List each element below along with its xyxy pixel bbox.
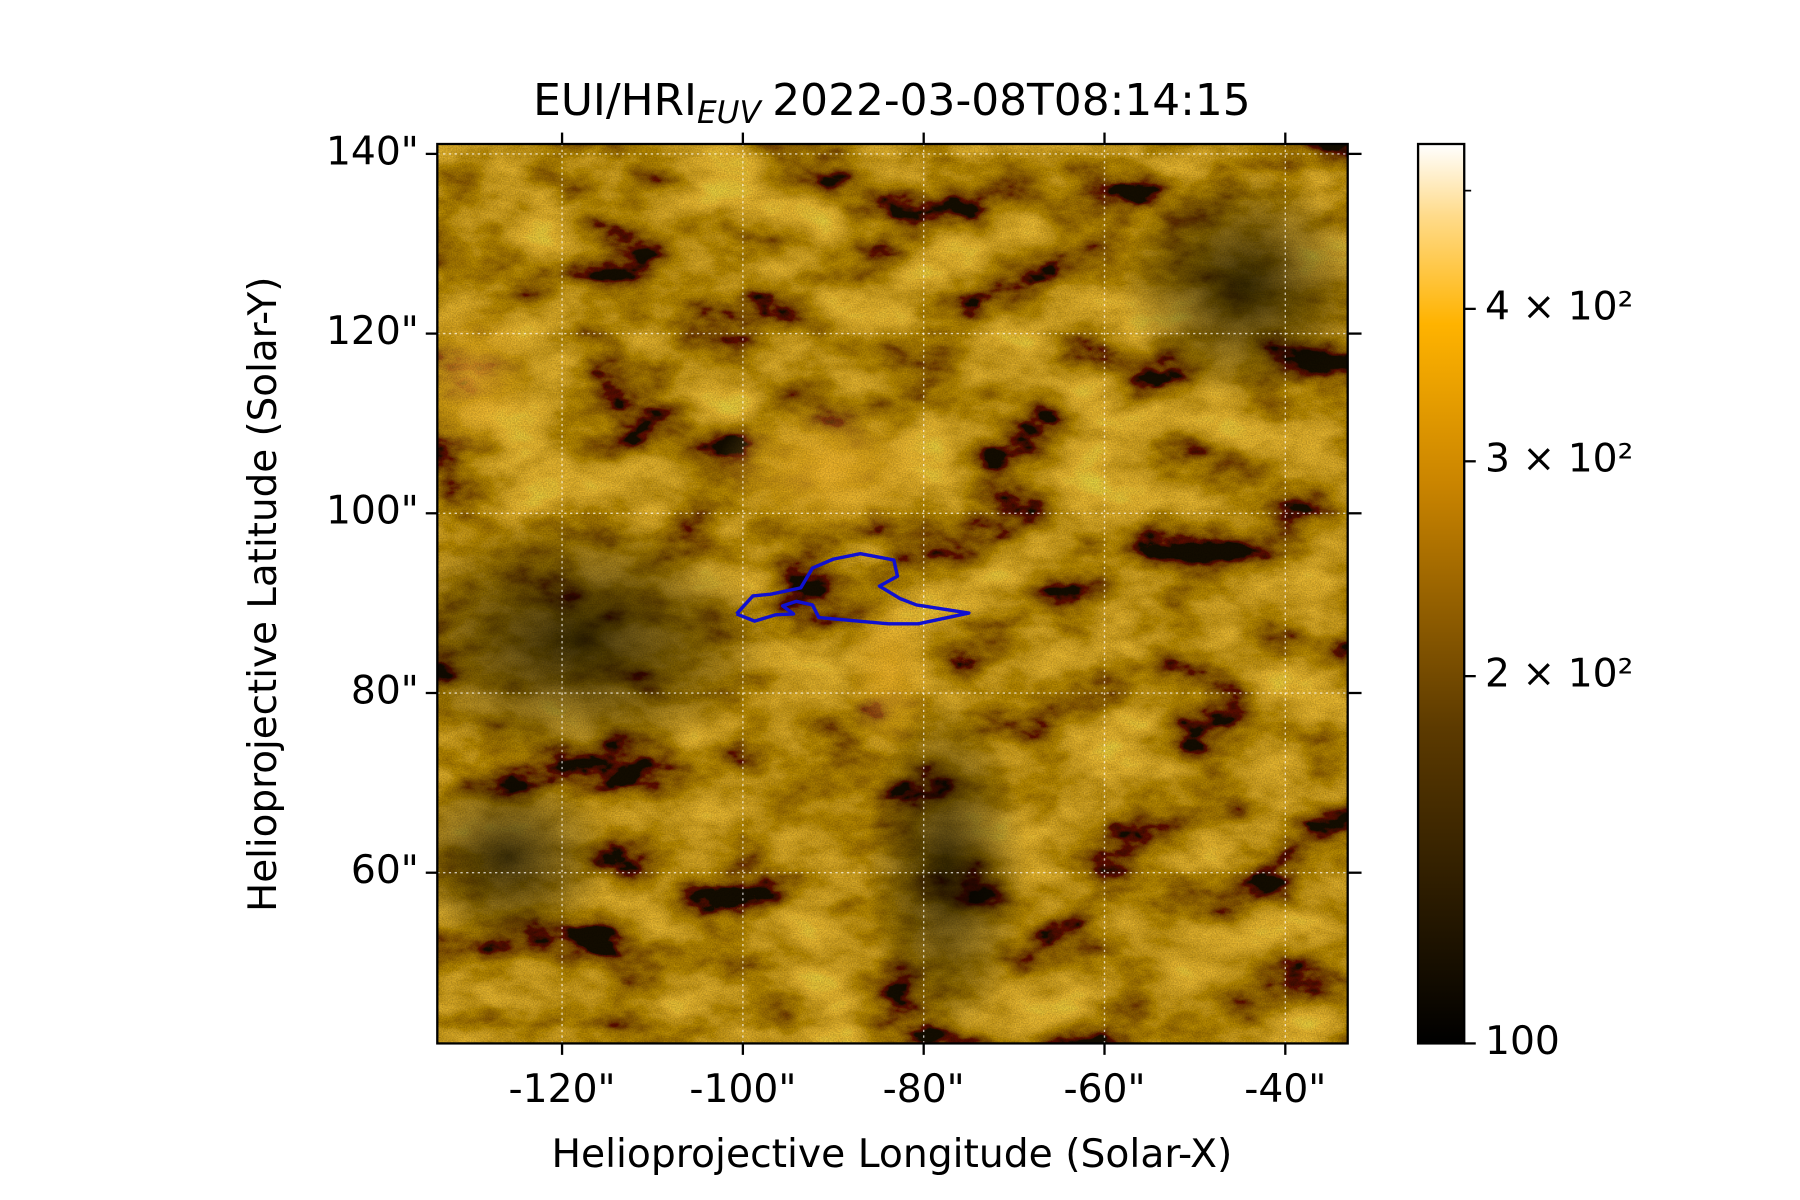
chart-title: EUI/HRIEUV 2022-03-08T08:14:15 [533, 76, 1251, 131]
y-tick-label: 80" [351, 669, 419, 714]
x-tick-label: -60" [1063, 1067, 1145, 1112]
y-tick-label: 140" [326, 130, 419, 175]
colorbar-tick-label: 3 × 10² [1485, 437, 1633, 482]
contour [735, 552, 971, 626]
y-tick-label: 100" [326, 489, 419, 534]
title-subscript: EUV [697, 95, 764, 131]
x-tick-label: -100" [689, 1067, 796, 1112]
colorbar [1416, 142, 1466, 1045]
colorbar-tick-label: 2 × 10² [1485, 652, 1633, 697]
y-tick-label: 120" [326, 309, 419, 354]
x-axis-label: Helioprojective Longitude (Solar-X) [552, 1132, 1233, 1177]
y-axis-label: Helioprojective Latitude (Solar-Y) [241, 277, 286, 912]
plot-frame [436, 142, 1349, 1045]
x-tick-label: -120" [509, 1067, 616, 1112]
colorbar-tick-label: 4 × 10² [1485, 284, 1633, 329]
colorbar-tick-label: 100 [1485, 1019, 1560, 1064]
y-tick-label: 60" [351, 848, 419, 893]
solar-image [437, 144, 1348, 1044]
title-suffix: 2022-03-08T08:14:15 [772, 76, 1250, 126]
x-tick-label: -40" [1244, 1067, 1326, 1112]
title-prefix: EUI/HRI [533, 76, 697, 126]
x-tick-label: -80" [883, 1067, 965, 1112]
